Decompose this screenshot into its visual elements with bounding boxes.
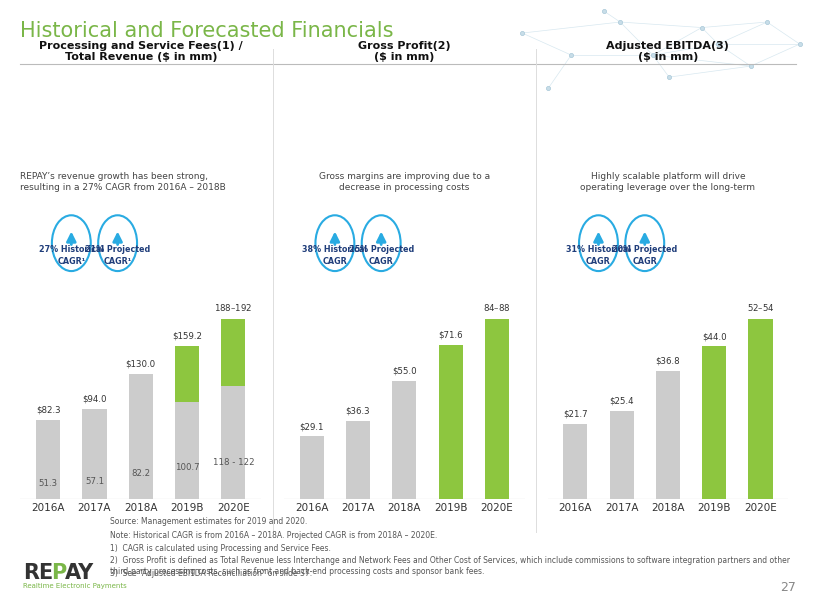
Text: 27: 27 <box>780 581 796 594</box>
Text: 25% Projected
CAGR: 25% Projected CAGR <box>348 245 414 266</box>
Bar <box>221 319 246 386</box>
Text: REPAY’s revenue growth has been strong,
resulting in a 27% CAGR from 2016A – 201: REPAY’s revenue growth has been strong, … <box>20 172 226 192</box>
Text: $94.0: $94.0 <box>82 394 107 403</box>
Text: 3)  See “Adjusted EBITDA Reconciliation” on slide 37.: 3) See “Adjusted EBITDA Reconciliation” … <box>110 569 313 578</box>
Text: $25.4: $25.4 <box>610 397 634 406</box>
Text: 2)  Gross Profit is defined as Total Revenue less Interchange and Network Fees a: 2) Gross Profit is defined as Total Reve… <box>110 556 790 576</box>
Text: $71.6: $71.6 <box>438 331 463 340</box>
Text: $188 – $192: $188 – $192 <box>215 302 252 313</box>
Text: RE: RE <box>23 563 53 583</box>
Ellipse shape <box>625 215 664 271</box>
Text: $21.7: $21.7 <box>563 409 588 418</box>
Bar <box>299 436 324 499</box>
Bar <box>129 375 153 499</box>
Text: 51.3: 51.3 <box>38 479 58 488</box>
Text: Gross Profit(2)
($ in mm): Gross Profit(2) ($ in mm) <box>358 41 450 62</box>
Text: Gross margins are improving due to a
decrease in processing costs: Gross margins are improving due to a dec… <box>319 172 490 192</box>
Ellipse shape <box>361 215 401 271</box>
Text: Historical and Forecasted Financials: Historical and Forecasted Financials <box>20 21 394 42</box>
Text: Note: Historical CAGR is from 2016A – 2018A. Projected CAGR is from 2018A – 2020: Note: Historical CAGR is from 2016A – 20… <box>110 531 437 540</box>
Bar <box>610 411 634 499</box>
Text: 27% Historical
CAGR¹: 27% Historical CAGR¹ <box>38 245 104 266</box>
Text: 1)  CAGR is calculated using Processing and Service Fees.: 1) CAGR is calculated using Processing a… <box>110 544 331 553</box>
Bar <box>175 346 199 402</box>
Text: 21% Projected
CAGR¹: 21% Projected CAGR¹ <box>85 245 150 266</box>
Bar <box>392 381 416 499</box>
Bar <box>438 345 463 499</box>
Text: Realtime Electronic Payments: Realtime Electronic Payments <box>23 583 126 589</box>
Bar <box>656 371 680 499</box>
Text: 118 - 122: 118 - 122 <box>212 458 254 467</box>
Text: Processing and Service Fees(1) /
Total Revenue ($ in mm): Processing and Service Fees(1) / Total R… <box>39 41 242 62</box>
Text: $52 – $54: $52 – $54 <box>747 302 774 313</box>
Text: $82.3: $82.3 <box>36 406 60 414</box>
Text: 38% Historical
CAGR: 38% Historical CAGR <box>302 245 367 266</box>
Text: $36.3: $36.3 <box>346 406 370 416</box>
Text: Adjusted EBITDA(3)
($ in mm): Adjusted EBITDA(3) ($ in mm) <box>606 41 730 62</box>
Bar <box>563 424 588 499</box>
Text: 20% Projected
CAGR: 20% Projected CAGR <box>612 245 677 266</box>
Text: $159.2: $159.2 <box>172 332 202 341</box>
Text: 82.2: 82.2 <box>131 469 150 478</box>
Bar <box>346 421 370 499</box>
Ellipse shape <box>52 215 91 271</box>
Text: $29.1: $29.1 <box>299 422 324 431</box>
Bar <box>748 319 773 499</box>
Ellipse shape <box>579 215 618 271</box>
Text: AY: AY <box>64 563 94 583</box>
Text: $44.0: $44.0 <box>702 332 726 341</box>
Text: $55.0: $55.0 <box>392 367 417 376</box>
Text: $84 – $88: $84 – $88 <box>483 302 511 313</box>
Bar <box>485 319 509 499</box>
Bar <box>36 420 60 499</box>
Text: $130.0: $130.0 <box>126 360 156 369</box>
Text: 100.7: 100.7 <box>175 463 199 472</box>
Text: 31% Historical
CAGR: 31% Historical CAGR <box>566 245 631 266</box>
Text: Highly scalable platform will drive
operating leverage over the long-term: Highly scalable platform will drive oper… <box>580 172 756 192</box>
Bar <box>82 409 107 499</box>
Bar <box>702 346 726 499</box>
Ellipse shape <box>316 215 354 271</box>
Text: $36.8: $36.8 <box>655 357 681 366</box>
Text: 57.1: 57.1 <box>85 477 104 486</box>
Text: Source: Management estimates for 2019 and 2020.: Source: Management estimates for 2019 an… <box>110 517 308 526</box>
Bar <box>175 346 199 499</box>
Bar <box>221 319 246 499</box>
Text: P: P <box>51 563 67 583</box>
Ellipse shape <box>98 215 137 271</box>
